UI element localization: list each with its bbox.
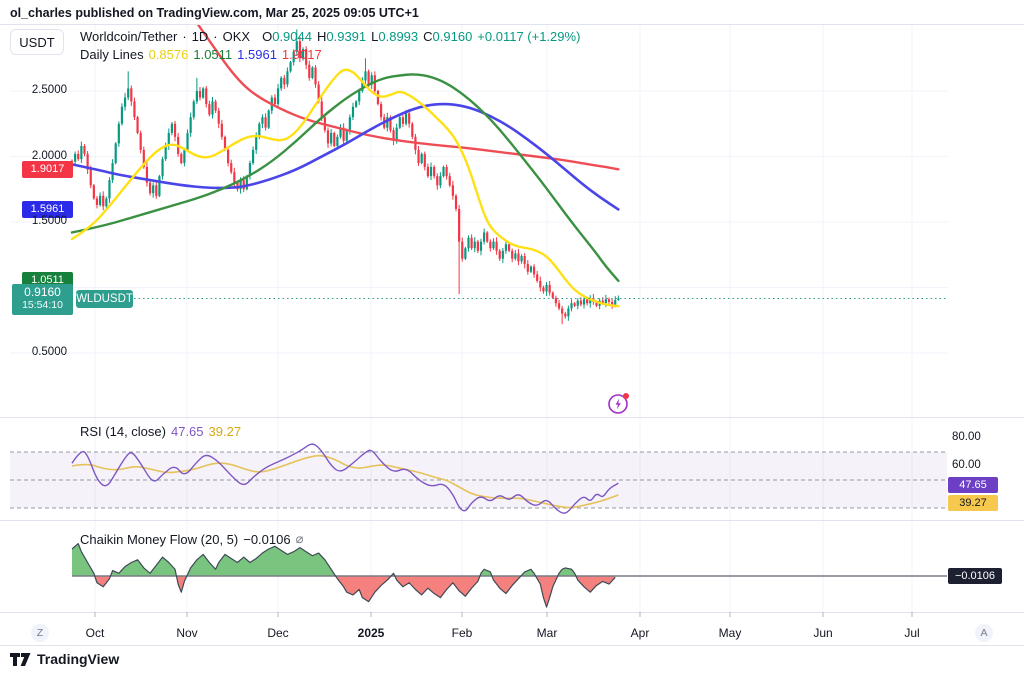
price-axis-label: 2.5000 xyxy=(31,84,67,96)
auto-scale-button[interactable]: A xyxy=(975,624,993,642)
boost-lightning-icon[interactable] xyxy=(607,391,631,415)
rsi-ma-value-tag: 39.27 xyxy=(948,495,998,511)
rsi-title: RSI (14, close) xyxy=(80,423,166,439)
rsi-axis-label: 60.00 xyxy=(952,459,981,471)
gridlines xyxy=(10,25,947,612)
daily-lines-legend-row[interactable]: Daily Lines 0.8576 1.0511 1.5961 1.9017 xyxy=(80,46,322,62)
time-axis-month-label[interactable]: Feb xyxy=(451,626,473,640)
interval-label: 1D xyxy=(191,28,209,44)
price-axis-label: 1.5000 xyxy=(31,215,67,227)
rsi-value-tag: 47.65 xyxy=(948,477,998,493)
slow-ma-blue xyxy=(70,102,620,211)
open-value: 0.9044 xyxy=(272,28,312,44)
fast-ma-yellow xyxy=(70,68,620,308)
last-price-tag: 0.9160 15:54:10 xyxy=(12,283,73,315)
low-label: L xyxy=(371,28,379,44)
rsi-legend-row[interactable]: RSI (14, close) 47.65 39.27 xyxy=(80,423,241,439)
time-axis-month-label[interactable]: Apr xyxy=(630,626,650,640)
cmf-hidden-icon[interactable]: ⌀ xyxy=(295,531,304,546)
timezone-button[interactable]: Z xyxy=(31,624,49,642)
cmf-value: −0.0106 xyxy=(243,531,291,547)
cmf-legend-row[interactable]: Chaikin Money Flow (20, 5) −0.0106 ⌀ xyxy=(80,531,303,547)
high-value: 0.9391 xyxy=(326,28,367,44)
price-tag-red-ma: 1.9017 xyxy=(22,160,73,178)
symbol-legend-row[interactable]: Worldcoin/Tether · 1D · OKX O 0.9044 H 0.9… xyxy=(80,28,580,44)
daily-lines-label: Daily Lines xyxy=(80,46,144,62)
price-axis-label: 0.5000 xyxy=(31,346,67,358)
cmf-title: Chaikin Money Flow (20, 5) xyxy=(80,531,239,547)
candlesticks xyxy=(70,29,620,325)
price-axis-label: 2.0000 xyxy=(31,149,67,162)
time-axis-month-label[interactable]: Oct xyxy=(85,626,105,640)
time-axis-month-label[interactable]: Mar xyxy=(536,626,558,640)
open-label: O xyxy=(262,28,273,44)
daily-line-value-blue: 1.5961 xyxy=(237,46,277,62)
close-value: 0.9160 xyxy=(432,28,473,44)
daily-line-value-red: 1.9017 xyxy=(281,46,322,62)
legend-separator: · xyxy=(182,28,187,44)
cmf-value-tag: −0.0106 xyxy=(948,568,1002,584)
rsi-ma xyxy=(71,454,619,509)
time-axis-month-label[interactable]: May xyxy=(718,626,742,640)
daily-line-value-yellow: 0.8576 xyxy=(148,46,189,62)
tradingview-brand-text: TradingView xyxy=(37,651,120,667)
change-value: +0.0117 (+1.29%) xyxy=(477,28,581,44)
low-value: 0.8993 xyxy=(378,28,419,44)
price-tag-blue-ma: 1.5961 xyxy=(22,200,73,218)
rsi-ma-value: 39.27 xyxy=(208,423,242,439)
symbol-price-flag: WLDUSDT xyxy=(76,289,133,308)
symbol-title: Worldcoin/Tether xyxy=(80,28,178,44)
time-axis-month-label[interactable]: Nov xyxy=(176,626,198,640)
close-label: C xyxy=(423,28,433,44)
cmf-area xyxy=(71,543,947,608)
exchange-label: OKX xyxy=(222,28,251,44)
mid-ma-green xyxy=(70,73,620,283)
countdown-timer: 15:54:10 xyxy=(22,298,63,311)
daily-ma-lines xyxy=(70,25,620,308)
time-axis-month-label[interactable]: Jul xyxy=(904,626,920,640)
rsi xyxy=(71,443,619,514)
rsi-lines xyxy=(71,443,619,514)
daily-line-value-green: 1.0511 xyxy=(193,46,233,62)
tradingview-brand[interactable]: TradingView xyxy=(10,651,119,667)
rsi-axis-label: 80.00 xyxy=(952,431,981,443)
time-axis-month-label[interactable]: Jun xyxy=(813,626,833,640)
published-line: ol_charles published on TradingView.com,… xyxy=(10,6,419,20)
tradingview-logo-icon xyxy=(10,652,31,666)
last-price-value: 0.9160 xyxy=(24,284,61,299)
rsi-value: 47.65 xyxy=(170,423,204,439)
high-label: H xyxy=(316,28,327,44)
legend-separator: · xyxy=(213,28,218,44)
time-axis-month-label[interactable]: 2025 xyxy=(357,626,385,640)
time-axis-month-label[interactable]: Dec xyxy=(267,626,289,640)
currency-button[interactable]: USDT xyxy=(10,29,64,55)
long-ma-red xyxy=(196,25,620,171)
